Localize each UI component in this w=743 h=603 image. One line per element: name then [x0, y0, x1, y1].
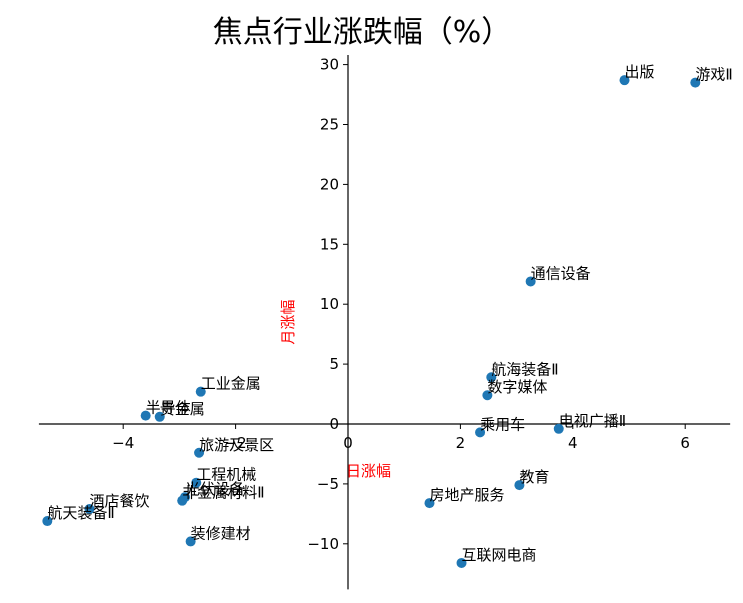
point-label: 酒店餐饮 [89, 492, 149, 510]
point-label: 通信设备 [531, 264, 591, 282]
point-label: 航海装备Ⅱ [491, 360, 558, 378]
data-point [42, 516, 53, 527]
data-point [191, 477, 202, 488]
x-tick-label: 2 [456, 434, 466, 452]
point-label: 航天装备Ⅱ [47, 504, 114, 522]
y-tick-label: 20 [320, 175, 339, 193]
data-points [42, 75, 701, 568]
point-label: 半导体 [146, 399, 191, 417]
point-label: 电视广播Ⅱ [559, 412, 626, 430]
data-point [154, 411, 165, 422]
x-tick-label: −4 [112, 434, 134, 452]
point-label: 互联网电商 [462, 546, 537, 564]
data-point [195, 386, 206, 397]
y-axis-label: 月涨幅 [279, 300, 297, 345]
data-point [619, 75, 630, 86]
data-point [482, 390, 493, 401]
y-tick-label: 0 [329, 415, 339, 433]
data-point [486, 372, 497, 383]
x-axis-label: 日涨幅 [346, 462, 391, 480]
y-tick-label: 5 [329, 355, 339, 373]
point-label: 游戏Ⅱ [695, 66, 732, 84]
data-point [140, 410, 151, 421]
data-point [456, 557, 467, 568]
y-tick-label: −10 [307, 535, 339, 553]
y-tick-label: −5 [317, 475, 339, 493]
point-label: 出版 [625, 63, 655, 81]
y-tick-label: 25 [320, 116, 339, 134]
x-tick-label: 0 [343, 434, 353, 452]
data-point [525, 276, 536, 287]
data-point [475, 427, 486, 438]
point-label: 旅游及景区 [199, 436, 274, 454]
axes: −4 −2 0 2 4 6 −10 −5 0 5 10 15 20 25 30 [38, 55, 731, 590]
data-point [194, 447, 205, 458]
y-tick-label: 30 [320, 56, 339, 74]
point-label: 乘用车 [480, 415, 525, 433]
point-label: 房地产服务 [429, 486, 504, 504]
data-point [690, 77, 701, 88]
data-point [185, 536, 196, 547]
point-label: 工业金属 [201, 375, 261, 393]
point-label: 贵金属 [160, 400, 205, 418]
data-point [84, 504, 95, 515]
point-label: 装修建材 [191, 524, 251, 542]
y-tick-label: 10 [320, 295, 339, 313]
x-tick-label: −2 [225, 434, 247, 452]
point-label: 教育 [519, 468, 549, 486]
point-label: 非金属材料Ⅱ [182, 484, 264, 502]
chart-title: 焦点行业涨跌幅（%） [213, 15, 512, 50]
point-label: 数字媒体 [487, 378, 547, 396]
data-point [553, 423, 564, 434]
x-tick-label: 6 [680, 434, 690, 452]
data-point [177, 495, 188, 506]
data-point [514, 480, 525, 491]
data-point [424, 498, 435, 509]
point-label: 工程机械 [196, 466, 256, 484]
y-tick-label: 15 [320, 235, 339, 253]
x-tick-label: 4 [568, 434, 578, 452]
point-label: 光伏设备 [185, 480, 245, 498]
